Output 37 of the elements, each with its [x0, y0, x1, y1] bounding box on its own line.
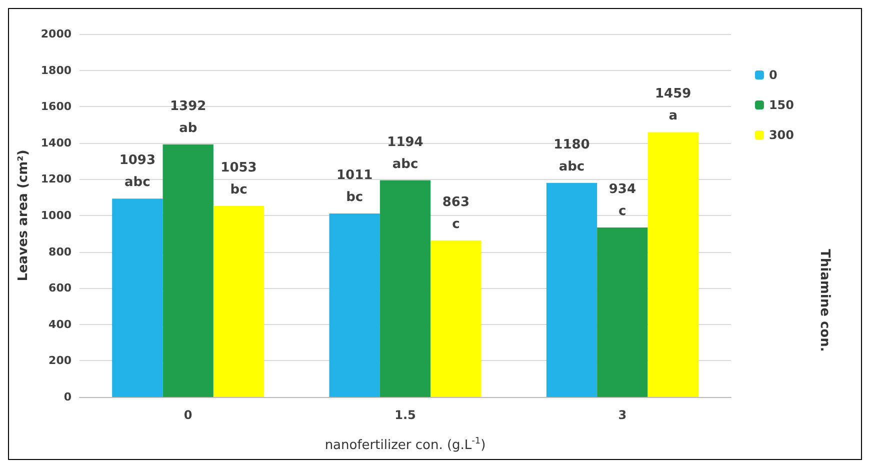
x-tick-label: 1.5 [394, 408, 416, 422]
y-axis-title: Leaves area (cm²) [16, 150, 31, 282]
legend-label: 0 [768, 68, 778, 82]
y-tick-label: 1400 [40, 136, 72, 150]
legend-label: 150 [768, 98, 794, 112]
y-tick-label: 2000 [40, 28, 72, 40]
bar [430, 240, 482, 397]
data-label: 1194 abc [387, 134, 424, 172]
data-label: 1011 bc [336, 168, 373, 206]
bar [597, 227, 648, 397]
y-tick-label: 1600 [40, 100, 72, 114]
y-tick-label: 400 [48, 318, 72, 331]
bar [162, 144, 214, 397]
data-label: 1459 a [654, 86, 692, 124]
bar [329, 214, 380, 397]
y-tick-label: 800 [48, 245, 72, 258]
y-tick-label: 600 [48, 282, 72, 295]
y-tick-label: 1000 [40, 209, 72, 222]
y-tick-label: 200 [48, 354, 72, 368]
bar [380, 180, 431, 397]
bar [213, 206, 264, 397]
bar [546, 182, 598, 397]
y-tick-label: 1200 [40, 172, 72, 186]
data-label: 863 c [442, 194, 470, 232]
data-label: 1392 ab [170, 98, 206, 136]
y-tick-label: 0 [64, 390, 72, 404]
y-tick-label: 1800 [40, 64, 72, 77]
legend-label: 300 [768, 128, 794, 142]
data-label: 1053 bc [220, 160, 257, 198]
bar [648, 132, 698, 397]
data-label: 1180 abc [554, 137, 590, 174]
data-label: 934 c [608, 182, 636, 219]
legend-title: Thiamine con. [817, 249, 832, 352]
bar [112, 198, 163, 397]
x-tick-label: 3 [618, 408, 627, 422]
x-tick-label: 0 [184, 408, 192, 422]
data-label: 1093 abc [119, 153, 156, 190]
